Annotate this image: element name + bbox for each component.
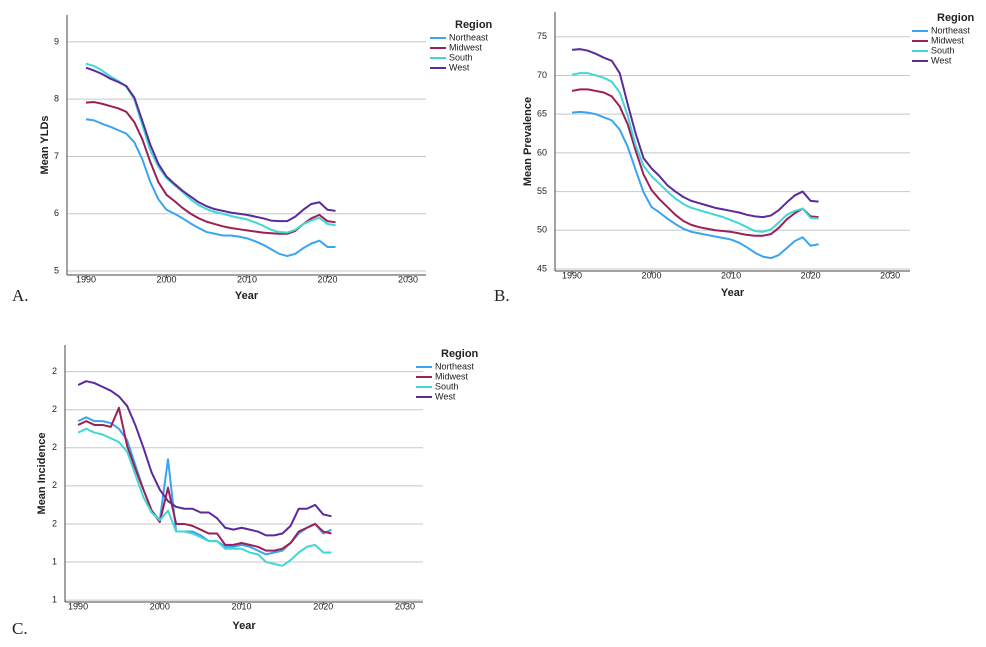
legend-label: South xyxy=(435,381,459,391)
y-tick-label: 2 xyxy=(52,442,57,452)
y-tick-label: 65 xyxy=(537,109,547,119)
y-tick-label: 55 xyxy=(537,186,547,196)
y-axis-title: Mean Incidence xyxy=(36,433,48,515)
legend-label: West xyxy=(449,62,470,72)
x-axis-title: Year xyxy=(232,620,256,632)
series-line xyxy=(571,48,819,219)
x-tick-label: 2010 xyxy=(721,270,741,280)
x-tick-label: 2020 xyxy=(801,270,821,280)
legend-label: South xyxy=(449,52,473,62)
series-line xyxy=(571,72,819,233)
x-tick-label: 2020 xyxy=(317,274,337,284)
x-tick-label: 2030 xyxy=(880,270,900,280)
panel-label: A. xyxy=(12,286,29,305)
legend-title: Region xyxy=(455,19,493,31)
y-tick-label: 1 xyxy=(52,556,57,566)
x-tick-label: 2010 xyxy=(232,601,252,611)
series-line xyxy=(77,406,332,552)
x-tick-label: 1990 xyxy=(562,270,582,280)
y-axis-title: Mean Prevalence xyxy=(522,97,534,186)
y-tick-label: 6 xyxy=(54,208,59,218)
series-line xyxy=(85,118,336,258)
x-tick-label: 2030 xyxy=(398,274,418,284)
series-line xyxy=(571,110,819,260)
legend-label: Midwest xyxy=(435,371,469,381)
y-tick-label: 9 xyxy=(54,36,59,46)
y-tick-label: 70 xyxy=(537,70,547,80)
legend-label: Northeast xyxy=(449,32,489,42)
y-tick-label: 60 xyxy=(537,147,547,157)
y-tick-label: 8 xyxy=(54,94,59,104)
x-tick-label: 1990 xyxy=(68,601,88,611)
chart-panel: 45 50 55 60 65 70 75 1990 2000 2010 2020 2030 Year Me… xyxy=(494,12,975,305)
series-line xyxy=(571,88,819,237)
legend-label: West xyxy=(931,55,952,65)
legend-label: West xyxy=(435,391,456,401)
series-line xyxy=(77,427,332,567)
series-line xyxy=(85,101,336,235)
series-line xyxy=(85,66,336,223)
legend-title: Region xyxy=(441,348,479,360)
x-tick-label: 2000 xyxy=(156,274,176,284)
x-tick-label: 2010 xyxy=(237,274,257,284)
y-tick-label: 2 xyxy=(52,404,57,414)
y-tick-label: 2 xyxy=(52,518,57,528)
legend-label: Northeast xyxy=(931,25,971,35)
y-tick-label: 2 xyxy=(52,366,57,376)
legend-label: Northeast xyxy=(435,361,475,371)
legend-title: Region xyxy=(937,12,975,24)
x-tick-label: 2000 xyxy=(150,601,170,611)
x-tick-label: 2020 xyxy=(313,601,333,611)
panel-label: C. xyxy=(12,619,28,638)
legend-label: Midwest xyxy=(931,35,965,45)
x-tick-label: 2030 xyxy=(395,601,415,611)
x-tick-label: 2000 xyxy=(642,270,662,280)
y-tick-label: 1 xyxy=(52,594,57,604)
y-tick-label: 2 xyxy=(52,480,57,490)
y-axis-title: Mean YLDs xyxy=(39,115,51,174)
y-tick-label: 50 xyxy=(537,225,547,235)
panel-label: B. xyxy=(494,286,510,305)
x-axis-title: Year xyxy=(235,290,259,302)
legend-label: Midwest xyxy=(449,42,483,52)
x-axis-title: Year xyxy=(721,287,745,299)
series-line xyxy=(77,380,332,537)
y-tick-label: 45 xyxy=(537,263,547,273)
legend-label: South xyxy=(931,45,955,55)
y-tick-label: 5 xyxy=(54,265,59,275)
chart-panel: 5 6 7 8 9 1990 2000 2010 2020 2030 Year Mean YLDs A.… xyxy=(12,15,493,305)
y-tick-label: 7 xyxy=(54,151,59,161)
y-tick-label: 75 xyxy=(537,31,547,41)
x-tick-label: 1990 xyxy=(76,274,96,284)
chart-panel: 1 1 2 2 2 2 2 1990 2000 2010 2020 2030 Year Mean Inci… xyxy=(12,345,479,638)
